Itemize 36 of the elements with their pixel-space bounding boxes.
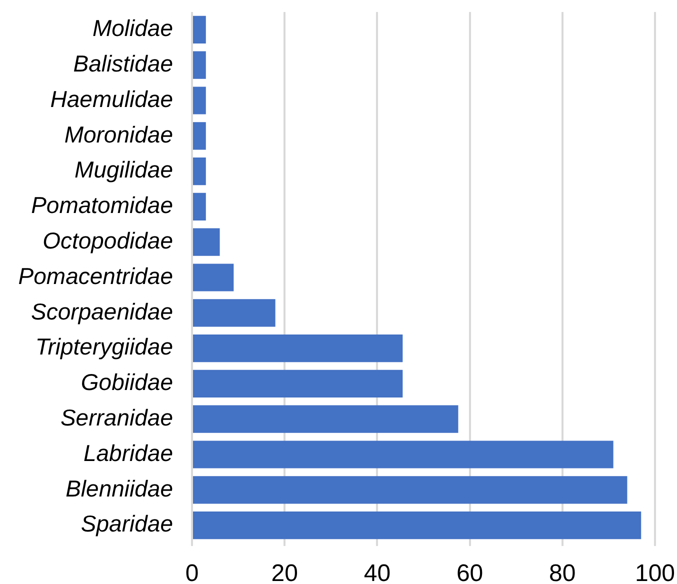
x-tick-label: 60: [456, 560, 484, 584]
bar: [193, 334, 403, 362]
bar: [193, 405, 458, 433]
y-tick-label: Octopodidae: [42, 227, 173, 254]
y-tick-label: Pomacentridae: [18, 262, 173, 289]
x-tick-label: 100: [634, 560, 676, 584]
y-tick-label: Tripterygiidae: [35, 334, 173, 360]
bar: [193, 86, 206, 114]
y-tick-label: Haemulidae: [50, 86, 173, 112]
bar: [193, 192, 206, 221]
y-tick-label: Mugilidae: [74, 156, 173, 183]
x-tick-label: 80: [549, 560, 576, 584]
y-tick-label: Balistidae: [73, 50, 173, 76]
y-tick-label: Moronidae: [64, 121, 173, 148]
bar: [193, 122, 206, 150]
y-tick-label: Molidae: [92, 15, 173, 42]
y-tick-label: Sparidae: [80, 510, 173, 537]
bar: [193, 228, 220, 256]
bar: [193, 476, 628, 504]
y-tick-label: Pomatomidae: [31, 192, 173, 218]
x-tick-label: 0: [185, 560, 199, 584]
bar: [193, 16, 206, 44]
bar: [193, 157, 206, 186]
y-tick-label: Serranidae: [60, 404, 173, 430]
bar: [193, 370, 403, 398]
bar: [193, 511, 642, 540]
y-tick-label: Gobiidae: [80, 369, 173, 396]
x-tick-label: 40: [364, 560, 391, 584]
y-tick-label: Labridae: [83, 440, 173, 466]
bar: [193, 299, 276, 327]
bar: [193, 264, 234, 292]
y-tick-label: Blenniidae: [66, 475, 173, 502]
y-tick-label: Scorpaenidae: [31, 298, 173, 324]
bar: [193, 51, 206, 79]
x-tick-label: 20: [271, 560, 298, 584]
bar: [193, 440, 614, 468]
